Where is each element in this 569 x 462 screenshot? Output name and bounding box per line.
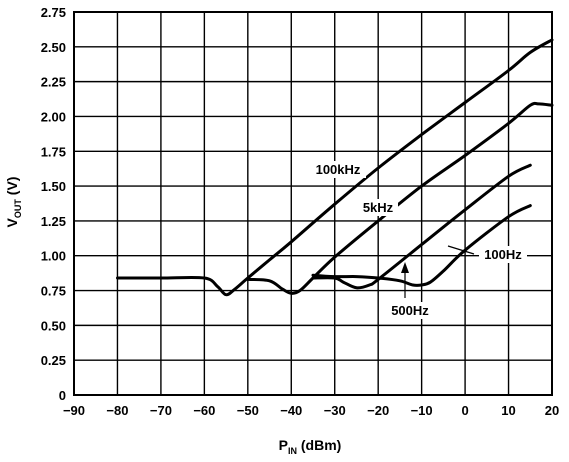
series-labels: 100kHz 5kHz 500Hz 100Hz: [310, 161, 527, 319]
x-axis-title-sub: IN: [288, 446, 297, 456]
y-tick-label: 1.75: [41, 144, 66, 159]
x-tick-label: −40: [280, 403, 302, 418]
series-label-bg: [386, 302, 434, 319]
x-tick-label: −10: [411, 403, 433, 418]
y-tick-label: 1.50: [41, 179, 66, 194]
x-tick-label: −80: [106, 403, 128, 418]
series-label-100hz: 100Hz: [484, 247, 522, 262]
y-tick-label: 0: [59, 388, 66, 403]
leader-line-100hz: [447, 245, 475, 255]
x-tick-label: −60: [193, 403, 215, 418]
series-label-100khz: 100kHz: [316, 162, 361, 177]
y-tick-label: 2.00: [41, 109, 66, 124]
series-100khz-line: [116, 38, 554, 297]
tick-labels: −90 −80 −70 −60 −50 −40 −30 −20 −10 0 10 20 0 0.25 0.5…: [41, 5, 560, 418]
y-tick-label: 1.25: [41, 214, 66, 229]
y-tick-label: 0.75: [41, 284, 66, 299]
series-5khz-line: [246, 101, 554, 295]
y-tick-label: 1.00: [41, 249, 66, 264]
x-tick-label: −70: [150, 403, 172, 418]
y-axis-title: VOUT (V): [4, 177, 23, 228]
y-tick-label: 2.50: [41, 40, 66, 55]
grid: [74, 12, 552, 395]
series-500hz-line: [311, 163, 532, 290]
x-tick-label: −90: [63, 403, 85, 418]
x-axis-title-main: P: [279, 437, 288, 453]
arrowhead-500hz: [401, 262, 409, 273]
x-tick-label: 10: [501, 403, 515, 418]
plot-frame: [73, 11, 553, 396]
y-tick-label: 0.25: [41, 353, 66, 368]
x-tick-label: 0: [461, 403, 468, 418]
x-tick-label: 20: [545, 403, 559, 418]
series-100hz-line: [311, 204, 532, 287]
y-tick-label: 0.50: [41, 318, 66, 333]
y-axis-title-unit: (V): [4, 177, 20, 200]
series-label-500hz: 500Hz: [391, 303, 429, 318]
x-axis-title: PIN (dBm): [279, 437, 342, 456]
series-label-bg: [358, 199, 398, 216]
x-tick-label: −50: [237, 403, 259, 418]
y-tick-label: 2.75: [41, 5, 66, 20]
x-tick-label: −20: [367, 403, 389, 418]
series-layer: [116, 38, 554, 297]
series-label-bg: [310, 161, 366, 178]
y-axis-title-sub: OUT: [13, 199, 23, 219]
x-tick-label: −30: [324, 403, 346, 418]
y-tick-label: 2.25: [41, 75, 66, 90]
series-label-5khz: 5kHz: [363, 200, 394, 215]
y-axis-title-main: V: [4, 217, 20, 227]
x-axis-title-unit: (dBm): [297, 437, 341, 453]
series-label-bg: [479, 246, 527, 263]
